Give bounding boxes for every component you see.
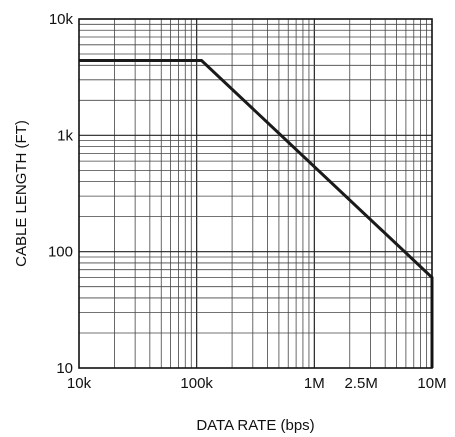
y-axis-title: CABLE LENGTH (FT) [13,120,30,267]
y-tick-label: 100 [48,244,73,261]
y-tick-label: 10k [49,11,74,28]
y-tick-label: 1k [57,127,73,144]
x-tick-label: 100k [180,375,213,392]
x-tick-label: 10M [417,375,446,392]
tick-labels: 10k 100k 1M 2.5M 10M 10 100 1k 10k [48,11,447,392]
x-axis-title: DATA RATE (bps) [196,417,314,434]
x-tick-label: 1M [304,375,325,392]
plot-frame [78,18,433,369]
series-group [79,58,434,368]
x-tick-label: 2.5M [344,375,377,392]
x-tick-label: 10k [67,375,92,392]
series-line [79,58,434,368]
y-tick-label: 10 [56,360,73,377]
plot-border [78,18,433,369]
grid [79,19,432,368]
